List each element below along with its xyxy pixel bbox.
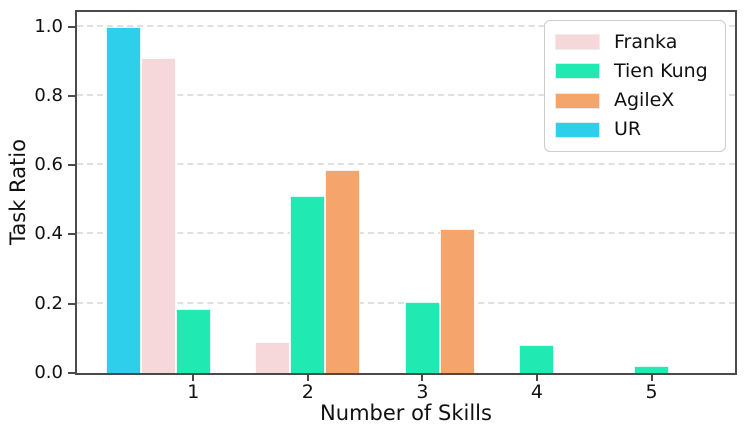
legend-item-agilex: AgileX: [555, 89, 715, 113]
x-tick-label-4: 4: [530, 381, 543, 403]
bar-ur-skill-1: [105, 26, 141, 373]
legend-swatch-ur: [555, 121, 600, 138]
y-tick-label-0.2: 0.2: [34, 292, 63, 314]
y-tick-label-0.4: 0.4: [34, 223, 63, 245]
y-tick-mark-0.8: [68, 94, 75, 97]
bar-tien-kung-skill-1: [175, 309, 211, 373]
x-tick-mark-4: [535, 375, 538, 381]
x-tick-mark-1: [192, 375, 195, 381]
legend-swatch-franka: [555, 34, 600, 50]
gridline-y-0.4: [77, 232, 735, 235]
bar-agilex-skill-3: [439, 229, 475, 373]
x-tick-label-2: 2: [301, 381, 314, 403]
legend-swatch-tien-kung: [555, 63, 600, 80]
y-tick-mark-0.2: [68, 302, 75, 305]
x-tick-label-1: 1: [187, 381, 200, 403]
legend-label-franka: Franka: [614, 30, 678, 53]
bar-tien-kung-skill-4: [519, 344, 555, 373]
y-tick-mark-0.6: [68, 164, 75, 167]
y-tick-label-1.0: 1.0: [34, 15, 63, 37]
y-tick-label-0.6: 0.6: [34, 154, 63, 176]
gridline-y-1.0: [77, 24, 735, 27]
bar-tien-kung-skill-5: [634, 366, 669, 373]
legend-label-ur: UR: [614, 118, 642, 141]
legend-label-tien-kung: Tien Kung: [614, 59, 708, 82]
y-tick-label-0.0: 0.0: [34, 362, 63, 383]
legend-swatch-agilex: [555, 92, 600, 109]
legend: Franka Tien Kung AgileX UR: [544, 20, 726, 152]
y-tick-mark-1.0: [68, 25, 75, 28]
y-tick-mark-0.0: [68, 372, 75, 374]
bar-agilex-skill-2: [325, 170, 361, 373]
legend-item-tien-kung: Tien Kung: [555, 59, 715, 83]
x-tick-mark-3: [421, 375, 424, 381]
bar-tien-kung-skill-3: [404, 302, 440, 373]
legend-item-ur: UR: [555, 118, 715, 142]
legend-item-franka: Franka: [555, 30, 715, 54]
legend-label-agilex: AgileX: [614, 89, 675, 112]
gridline-y-0.6: [77, 163, 735, 166]
x-tick-mark-2: [306, 375, 309, 381]
y-tick-mark-0.4: [68, 233, 75, 236]
x-axis-title: Number of Skills: [320, 401, 492, 425]
y-tick-label-0.8: 0.8: [34, 84, 63, 106]
x-tick-mark-5: [650, 375, 653, 381]
bar-tien-kung-skill-2: [290, 196, 326, 373]
gridline-y-0.8: [77, 93, 735, 96]
x-tick-label-5: 5: [645, 381, 658, 403]
bar-franka-skill-2: [255, 341, 291, 373]
bar-franka-skill-1: [140, 57, 176, 373]
x-tick-label-3: 3: [416, 381, 429, 403]
